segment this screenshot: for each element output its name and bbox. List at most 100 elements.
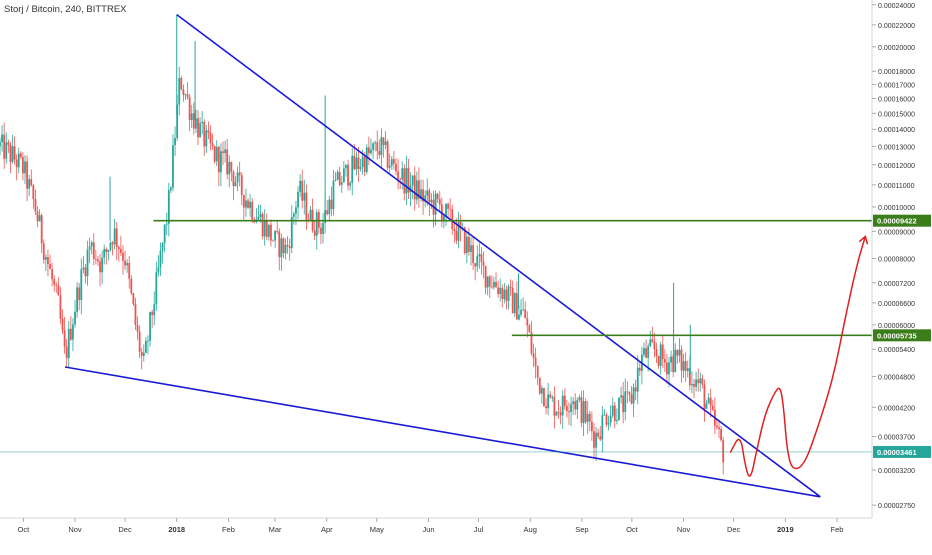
candle-body [226, 149, 229, 175]
candle-body [220, 151, 222, 173]
candle-body [493, 282, 495, 288]
candle-body [390, 159, 393, 166]
candle-body [117, 246, 120, 250]
candle-body [174, 138, 176, 146]
candle-body [151, 312, 154, 316]
time-tick-label: Oct [18, 525, 31, 534]
candle-body [320, 227, 322, 234]
candle-body [374, 142, 377, 144]
candle-body [245, 200, 247, 208]
price-tick-label: 0.00007200 [878, 281, 915, 288]
time-tick-label: Jun [422, 525, 434, 534]
candle-body [509, 286, 512, 288]
candle-body [111, 242, 114, 245]
candle-body [157, 267, 160, 273]
candle-body [532, 353, 535, 358]
candle-body [142, 352, 145, 356]
candle-body [13, 146, 16, 160]
candle-body [632, 387, 635, 404]
candle-body [28, 179, 31, 189]
time-tick-label: Nov [677, 525, 691, 534]
candle-body [607, 422, 610, 425]
candle-body [186, 94, 189, 98]
candle-body [42, 243, 45, 260]
candle-body [578, 397, 581, 400]
candle-body [407, 168, 410, 193]
price-tick-label: 0.00005400 [878, 347, 915, 354]
candle-body [495, 282, 497, 288]
time-tick-label: 2018 [168, 525, 185, 534]
candle-body [709, 397, 712, 406]
candle-body [380, 137, 383, 155]
level-price-badge: 0.00009422 [877, 217, 917, 226]
candle-body [295, 207, 297, 214]
candle-body [530, 332, 533, 354]
candle-body [101, 257, 104, 273]
candle-body [259, 213, 262, 217]
price-tick-label: 0.00011000 [878, 183, 915, 190]
candle-body [584, 401, 587, 422]
candle-body [263, 220, 266, 237]
candle-body [555, 411, 558, 416]
candle-body [34, 199, 37, 212]
candle-body [428, 190, 431, 203]
candle-body [5, 142, 8, 159]
candle-body [211, 143, 214, 147]
candle-body [470, 245, 472, 252]
candle-body [36, 211, 39, 222]
candle-body [622, 395, 625, 413]
candle-body [65, 346, 68, 359]
candle-body [370, 149, 372, 154]
candle-body [568, 411, 570, 413]
candle-body [232, 171, 235, 187]
price-axis[interactable]: 0.00024000 0.00022000 0.00020000 0.00018000… [872, 3, 931, 510]
candle-body [107, 249, 110, 252]
price-tick-label: 0.00009000 [878, 229, 915, 236]
candle-body [561, 395, 564, 416]
time-tick-label: Aug [524, 525, 537, 534]
candle-body [563, 395, 566, 406]
candle-body [82, 267, 85, 270]
candle-body [557, 411, 560, 413]
candle-body [661, 344, 664, 359]
candle-body [447, 203, 449, 209]
candle-body [180, 77, 183, 90]
candle-body [182, 89, 185, 96]
candle-body [457, 222, 460, 241]
candle-body [415, 180, 418, 200]
candle-body [267, 224, 270, 237]
candle-body [217, 146, 220, 173]
candle-body [572, 401, 575, 405]
candle-body [247, 200, 249, 208]
candle-body [580, 397, 583, 423]
trendline [176, 13, 821, 498]
candle-body [422, 189, 424, 202]
candle-body [40, 215, 43, 244]
candle-body [249, 201, 251, 208]
candles-layer [0, 14, 725, 475]
candle-body [3, 134, 6, 159]
candle-body [190, 113, 193, 120]
candle-body [663, 358, 666, 363]
candle-body [553, 397, 556, 416]
candle-body [92, 242, 95, 259]
candle-body [242, 195, 245, 208]
candle-body [72, 324, 74, 340]
candle-body [140, 352, 143, 356]
candle-body [128, 263, 131, 279]
candle-body [278, 231, 281, 258]
candle-body [588, 413, 591, 422]
candle-body [357, 157, 360, 169]
time-axis[interactable]: Oct Nov Dec 2018 Feb Mar Apr May Jun Jul Aug Sep Oct… [18, 518, 844, 534]
candle-body [459, 222, 462, 228]
candle-body [707, 397, 710, 404]
candle-body [192, 113, 195, 129]
candle-body [309, 209, 312, 221]
candle-body [90, 242, 93, 247]
price-tick-label: 0.00006600 [878, 301, 915, 308]
candle-body [488, 276, 491, 287]
candle-body [718, 427, 720, 430]
candle-body [472, 245, 474, 264]
